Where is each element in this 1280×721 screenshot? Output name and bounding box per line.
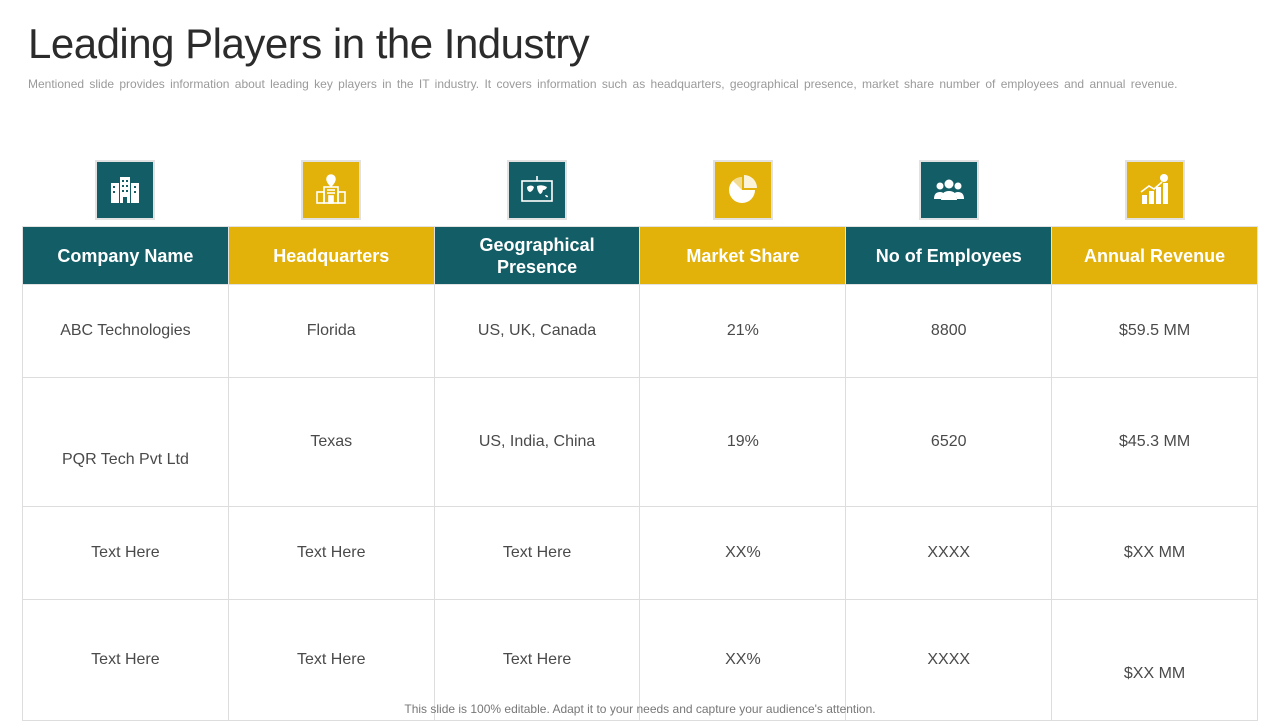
cell-annual-revenue: $59.5 MM [1051,284,1258,378]
table-header-row: Company Name Headquarters Geographical P… [22,226,1258,285]
icon-frame [95,160,155,220]
cell-geographical-presence: Text Here [433,506,641,600]
cell-company-name: ABC Technologies [22,284,229,378]
icon-cell-revenue [1052,160,1258,224]
icon-cell-market-share [640,160,846,224]
icon-frame [507,160,567,220]
revenue-growth-chart-icon [1127,162,1183,218]
icon-cell-geography [434,160,640,224]
pie-chart-head-icon [715,162,771,218]
cell-geographical-presence: US, India, China [433,377,641,507]
icon-frame [919,160,979,220]
headquarters-location-icon [303,162,359,218]
cell-geographical-presence: US, UK, Canada [433,284,641,378]
slide-subtitle: Mentioned slide provides information abo… [28,77,1178,91]
people-group-icon [921,162,977,218]
table-row: PQR Tech Pvt Ltd Texas US, India, China … [22,377,1258,507]
icon-cell-employees [846,160,1052,224]
cell-headquarters: Florida [227,284,435,378]
header-annual-revenue: Annual Revenue [1051,226,1258,285]
cell-company-name: Text Here [22,506,229,600]
cell-no-of-employees: XXXX [845,506,1053,600]
icon-frame [1125,160,1185,220]
cell-headquarters: Texas [227,377,435,507]
cell-annual-revenue: $XX MM [1051,599,1258,721]
header-no-of-employees: No of Employees [845,226,1053,285]
cell-market-share: XX% [639,506,847,600]
cell-geographical-presence: Text Here [433,599,641,721]
cell-headquarters: Text Here [227,506,435,600]
icon-frame [713,160,773,220]
icon-row [22,160,1258,224]
slide-footer: This slide is 100% editable. Adapt it to… [404,702,876,716]
header-market-share: Market Share [639,226,847,285]
players-table: Company Name Headquarters Geographical P… [22,226,1258,721]
cell-annual-revenue: $XX MM [1051,506,1258,600]
cell-market-share: 19% [639,377,847,507]
table-row: ABC Technologies Florida US, UK, Canada … [22,284,1258,378]
office-building-icon [97,162,153,218]
header-company-name: Company Name [22,226,229,285]
cell-market-share: XX% [639,599,847,721]
icon-frame [301,160,361,220]
cell-no-of-employees: 8800 [845,284,1053,378]
cell-annual-revenue: $45.3 MM [1051,377,1258,507]
icon-cell-company [22,160,228,224]
header-geographical-presence: Geographical Presence [433,226,641,285]
table-row: Text Here Text Here Text Here XX% XXXX $… [22,599,1258,721]
icon-cell-headquarters [228,160,434,224]
cell-company-name: Text Here [22,599,229,721]
cell-company-name: PQR Tech Pvt Ltd [22,377,229,507]
cell-market-share: 21% [639,284,847,378]
world-map-board-icon [509,162,565,218]
cell-headquarters: Text Here [227,599,435,721]
slide-title: Leading Players in the Industry [28,20,590,67]
table-row: Text Here Text Here Text Here XX% XXXX $… [22,506,1258,600]
header-headquarters: Headquarters [227,226,435,285]
cell-no-of-employees: 6520 [845,377,1053,507]
